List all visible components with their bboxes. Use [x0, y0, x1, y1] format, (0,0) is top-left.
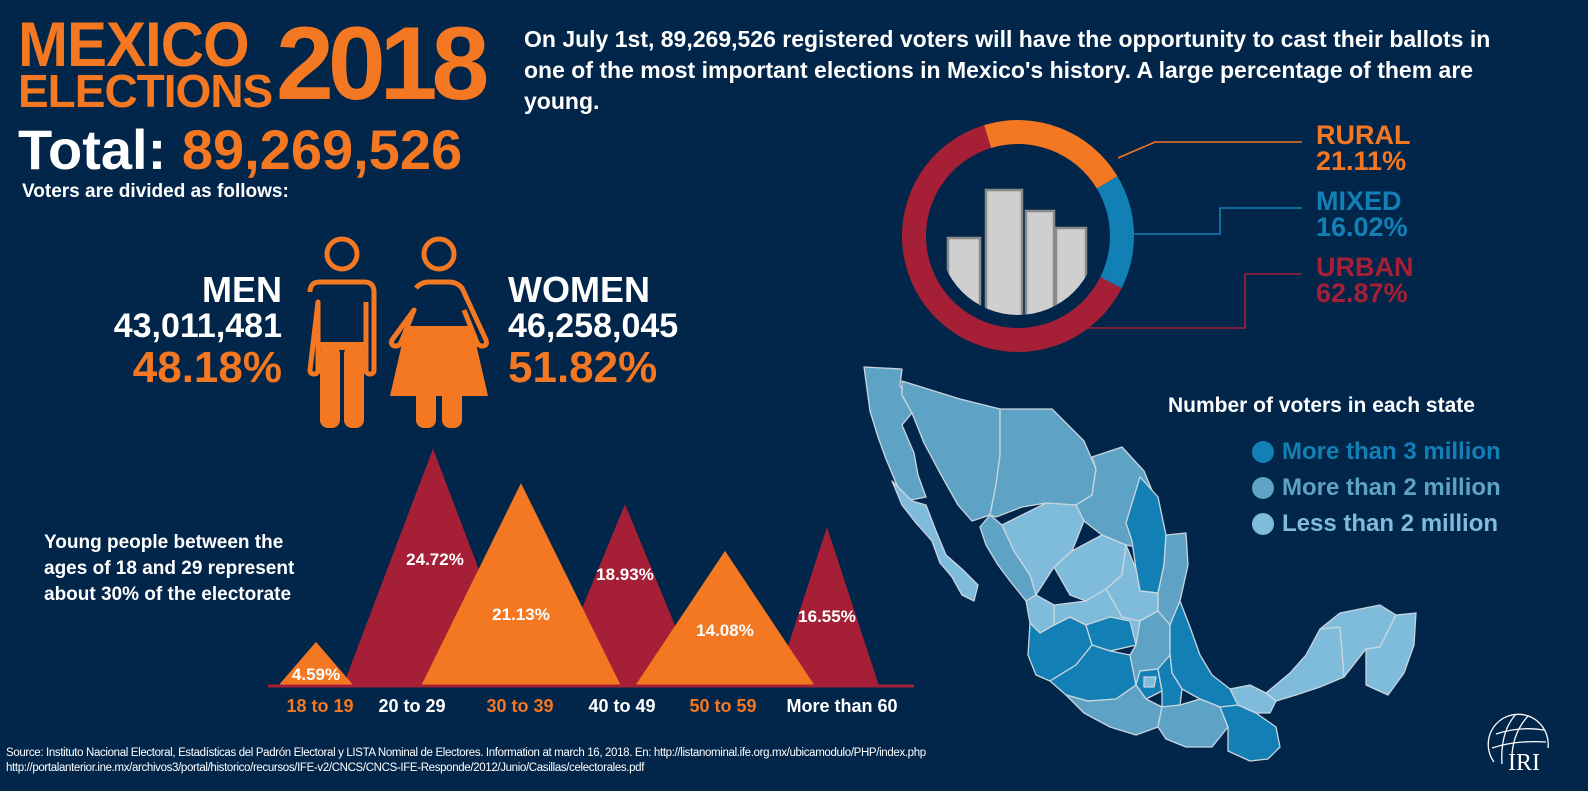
- legend-label: More than 2 million: [1282, 474, 1501, 501]
- donut-slice-mixed: [1096, 176, 1134, 289]
- age-percent-label: 21.13%: [492, 605, 550, 624]
- young-people-note: Young people between the ages of 18 and …: [44, 530, 294, 608]
- rural-leader-line: [1117, 141, 1302, 159]
- age-category-label: 20 to 29: [378, 696, 445, 716]
- divided-text: Voters are divided as follows:: [22, 181, 289, 202]
- donut-value-label: 21.11%: [1316, 146, 1406, 176]
- title-mexico: MEXICO: [18, 9, 250, 80]
- legend-dot-icon: [1252, 441, 1274, 463]
- mixed-leader-line: [1133, 207, 1302, 235]
- gender-figures: [307, 236, 489, 428]
- women-block: WOMEN 46,258,045 51.82%: [508, 272, 748, 392]
- men-count: 43,011,481: [113, 307, 282, 345]
- men-label: MEN: [202, 269, 282, 310]
- title-year: 2018: [276, 6, 489, 122]
- age-category-label: 30 to 39: [486, 696, 553, 716]
- globe-icon: [1487, 713, 1549, 767]
- legend-dot-icon: [1252, 477, 1274, 499]
- donut-value-label: 16.02%: [1316, 212, 1408, 242]
- donut-category-label: URBAN: [1316, 252, 1414, 282]
- women-percent: 51.82%: [508, 343, 658, 392]
- source-citation: Source: Instituto Nacional Electoral, Es…: [6, 746, 926, 776]
- age-category-label: 50 to 59: [689, 696, 756, 716]
- source-line: http://portalanterior.ine.mx/archivos3/p…: [6, 762, 645, 774]
- map-state: [1265, 626, 1345, 702]
- donut-category-label: MIXED: [1316, 186, 1402, 216]
- total-value: 89,269,526: [181, 118, 463, 181]
- donut-category-label: RURAL: [1316, 120, 1411, 150]
- total-label: Total:: [18, 118, 167, 181]
- map-legend-title: Number of voters in each state: [1168, 394, 1475, 417]
- woman-icon: [389, 236, 489, 428]
- note-line: Young people between the: [44, 532, 284, 553]
- age-category-label: 18 to 19: [286, 696, 353, 716]
- legend-item-more-than-3-million: More than 3 million: [1252, 438, 1501, 466]
- legend-dot-icon: [1252, 513, 1274, 535]
- men-block: MEN 43,011,481 48.18%: [60, 272, 282, 392]
- note-line: ages of 18 and 29 represent: [44, 558, 295, 579]
- donut-value-label: 62.87%: [1316, 278, 1408, 308]
- note-line: about 30% of the electorate: [44, 584, 292, 605]
- map-state: [1143, 676, 1157, 688]
- urban-leader-line: [1088, 273, 1302, 329]
- age-triangle-2: [421, 483, 621, 686]
- age-triangle-5: [775, 527, 879, 686]
- mexico-states-map: [863, 366, 1417, 762]
- legend-label: More than 3 million: [1282, 438, 1501, 465]
- city-buildings-icon: [946, 188, 1088, 315]
- map-state: [1365, 612, 1417, 696]
- legend-item-more-than-2-million: More than 2 million: [1252, 474, 1501, 502]
- map-state: [1229, 684, 1277, 714]
- age-percent-label: 14.08%: [696, 621, 754, 640]
- age-percent-label: 18.93%: [596, 565, 654, 584]
- source-line: Source: Instituto Nacional Electoral, Es…: [6, 747, 926, 759]
- iri-logo: IRI: [1487, 713, 1549, 776]
- intro-text: On July 1st, 89,269,526 registered voter…: [524, 26, 1491, 114]
- age-triangle-4: [635, 550, 815, 686]
- map-state: [1157, 654, 1183, 708]
- man-icon: [307, 236, 377, 428]
- map-state: [891, 480, 979, 602]
- total-voters: Total: 89,269,526: [18, 118, 462, 182]
- iri-logo-text: IRI: [1508, 750, 1540, 776]
- legend-label: Less than 2 million: [1282, 510, 1499, 537]
- map-state: [1157, 698, 1229, 748]
- age-category-label: 40 to 49: [588, 696, 655, 716]
- map-state: [989, 408, 1097, 518]
- donut-slice-rural: [984, 120, 1118, 189]
- map-state: [1219, 704, 1281, 762]
- women-label: WOMEN: [508, 269, 650, 310]
- women-count: 46,258,045: [508, 307, 679, 345]
- age-distribution-chart: 4.59% 24.72% 21.13% 18.93% 14.08% 16.55% 18 to…: [268, 448, 914, 716]
- age-category-label: More than 60: [786, 696, 897, 716]
- leader-lines: [1088, 141, 1302, 329]
- age-triangle-0: [278, 641, 354, 686]
- title-elections: ELECTIONS: [18, 65, 273, 117]
- map-state: [901, 380, 1001, 522]
- legend-item-less-than-2-million: Less than 2 million: [1252, 510, 1498, 538]
- age-percent-label: 16.55%: [798, 607, 856, 626]
- men-percent: 48.18%: [132, 343, 282, 392]
- age-percent-label: 4.59%: [292, 665, 340, 684]
- age-percent-label: 24.72%: [406, 550, 464, 569]
